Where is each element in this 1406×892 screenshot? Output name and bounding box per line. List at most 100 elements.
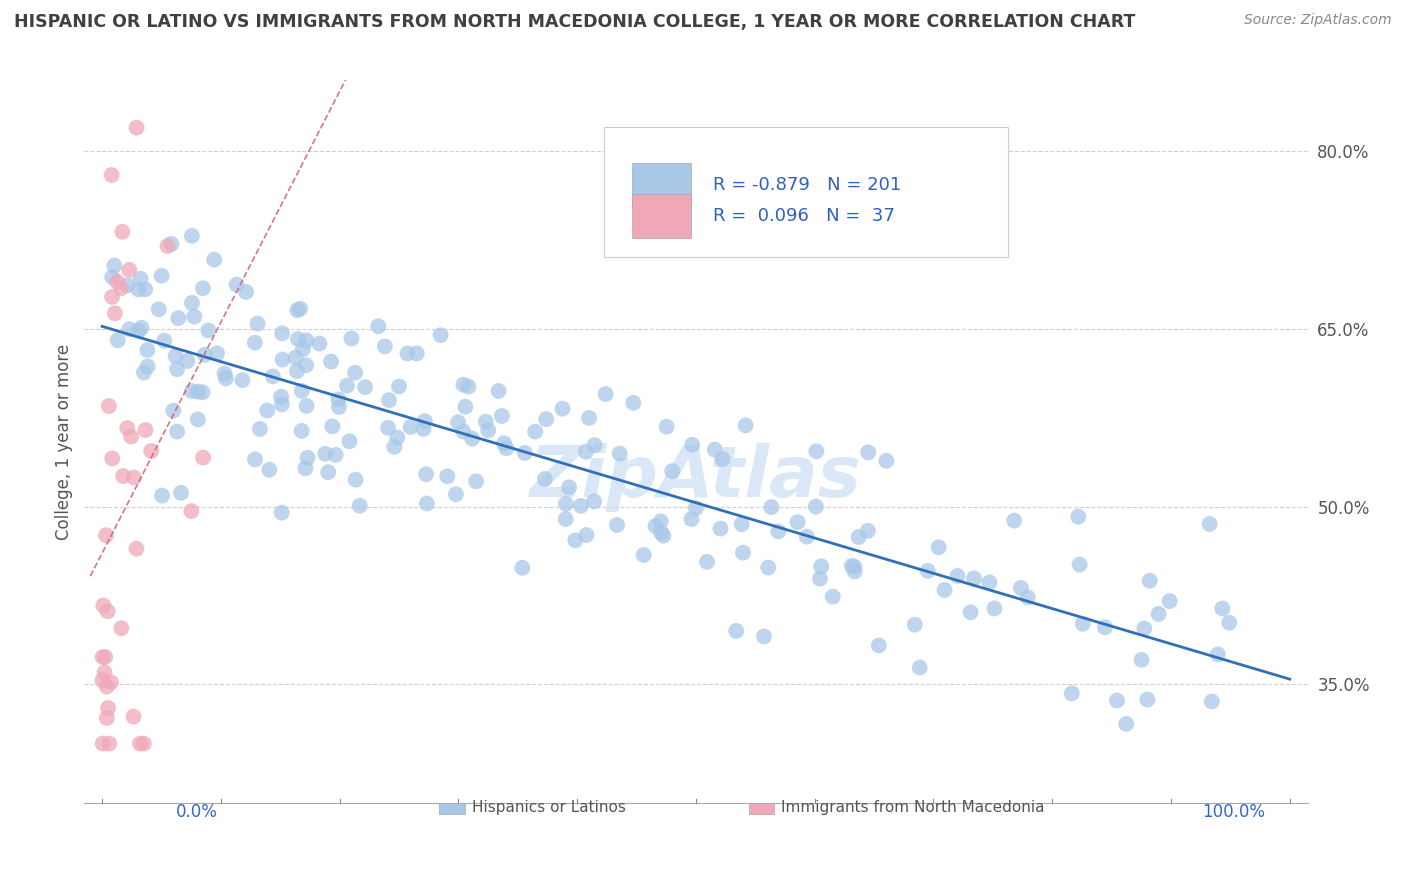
Point	[1067, 509, 1090, 524]
Point	[166, 425, 188, 439]
Point	[262, 369, 284, 384]
Point	[259, 463, 281, 477]
Point	[110, 621, 132, 635]
Point	[465, 475, 488, 489]
Text: R = -0.879   N = 201: R = -0.879 N = 201	[713, 176, 901, 194]
Point	[284, 351, 307, 365]
Point	[153, 334, 176, 348]
Point	[340, 332, 363, 346]
Point	[457, 379, 479, 393]
Point	[650, 525, 672, 540]
Point	[725, 624, 748, 638]
Point	[387, 431, 409, 445]
Point	[288, 301, 311, 316]
Point	[162, 403, 184, 417]
Point	[761, 500, 783, 514]
Text: 0.0%: 0.0%	[176, 803, 218, 821]
Point	[844, 565, 866, 579]
Point	[979, 575, 1001, 590]
Point	[170, 486, 193, 500]
Point	[225, 277, 247, 292]
Point	[285, 364, 308, 378]
Point	[115, 278, 138, 293]
Point	[396, 346, 419, 360]
Point	[554, 512, 576, 526]
Point	[101, 451, 124, 466]
Point	[1071, 616, 1094, 631]
Point	[633, 548, 655, 562]
Point	[148, 302, 170, 317]
Point	[477, 424, 499, 438]
Point	[848, 530, 870, 544]
Point	[734, 418, 756, 433]
Point	[752, 629, 775, 643]
Point	[101, 290, 124, 304]
Point	[243, 335, 266, 350]
Point	[868, 639, 890, 653]
Point	[461, 432, 484, 446]
Point	[246, 317, 269, 331]
Point	[191, 450, 214, 465]
Point	[183, 310, 205, 324]
Point	[321, 419, 343, 434]
Point	[344, 366, 367, 380]
Point	[125, 120, 148, 135]
Point	[644, 519, 666, 533]
Point	[578, 411, 600, 425]
Point	[132, 737, 155, 751]
Point	[150, 268, 173, 283]
Point	[96, 711, 118, 725]
Point	[94, 528, 117, 542]
Point	[180, 504, 202, 518]
Point	[1017, 591, 1039, 605]
Point	[1133, 622, 1156, 636]
Point	[768, 524, 790, 539]
Point	[583, 494, 606, 508]
Point	[946, 569, 969, 583]
Point	[134, 282, 156, 296]
Point	[856, 524, 879, 538]
Point	[661, 464, 683, 478]
Point	[112, 469, 135, 483]
Point	[328, 392, 350, 407]
Point	[249, 422, 271, 436]
Point	[270, 397, 292, 411]
Point	[454, 400, 477, 414]
Point	[141, 444, 163, 458]
Point	[285, 303, 308, 318]
Point	[197, 324, 219, 338]
Point	[488, 384, 510, 398]
Point	[492, 436, 515, 450]
Point	[100, 675, 122, 690]
Text: HISPANIC OR LATINO VS IMMIGRANTS FROM NORTH MACEDONIA COLLEGE, 1 YEAR OR MORE CO: HISPANIC OR LATINO VS IMMIGRANTS FROM NO…	[14, 13, 1136, 31]
Point	[136, 359, 159, 374]
Point	[1105, 693, 1128, 707]
Text: R =  0.096   N =  37: R = 0.096 N = 37	[713, 207, 896, 225]
Point	[94, 650, 117, 665]
Point	[534, 412, 557, 426]
Point	[118, 322, 141, 336]
Point	[495, 442, 517, 456]
Point	[165, 349, 187, 363]
Point	[904, 617, 927, 632]
Point	[181, 296, 204, 310]
Point	[291, 384, 314, 398]
Point	[93, 665, 115, 680]
Point	[928, 541, 950, 555]
Point	[1002, 514, 1025, 528]
Point	[110, 281, 132, 295]
Point	[621, 396, 644, 410]
Point	[181, 384, 204, 398]
Point	[451, 425, 474, 439]
Point	[128, 324, 150, 338]
Point	[413, 414, 436, 428]
Point	[129, 737, 152, 751]
Point	[804, 500, 827, 514]
Point	[491, 409, 513, 423]
Point	[412, 422, 434, 436]
Point	[127, 282, 149, 296]
Point	[382, 440, 405, 454]
Point	[583, 438, 606, 452]
Point	[316, 465, 339, 479]
Point	[156, 239, 179, 253]
